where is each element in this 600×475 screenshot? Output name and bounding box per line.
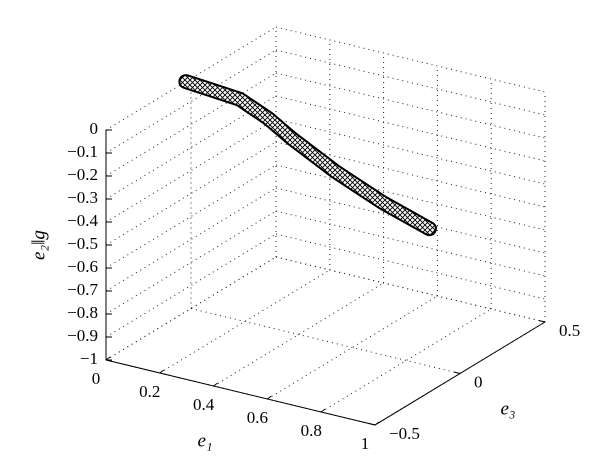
grid-line bbox=[320, 308, 492, 413]
z-tick-label: 0 bbox=[90, 119, 99, 138]
y-tick-label: 0 bbox=[474, 372, 483, 391]
x-tick bbox=[105, 356, 111, 361]
z-tick-label: −0.6 bbox=[67, 257, 98, 276]
grid-line bbox=[190, 308, 461, 374]
z-tick-label: −0.1 bbox=[67, 142, 98, 161]
y-tick bbox=[453, 371, 461, 374]
x-tick-label: 0.2 bbox=[139, 382, 160, 401]
x-tick-label: 0.8 bbox=[301, 421, 322, 440]
z-tick-label: −0.7 bbox=[67, 280, 98, 299]
z-tick-label: −0.9 bbox=[67, 326, 98, 345]
grid-line bbox=[275, 49, 546, 116]
z-tick-label: −1 bbox=[80, 349, 98, 368]
x-tick bbox=[267, 395, 272, 400]
grid-line bbox=[275, 141, 546, 208]
z-axis-label: e₂‖g bbox=[28, 230, 49, 260]
grid-line bbox=[105, 233, 277, 338]
y-tick bbox=[368, 423, 376, 426]
y-tick bbox=[538, 320, 546, 323]
x-tick bbox=[320, 408, 326, 413]
x-tick-label: 1 bbox=[361, 434, 370, 453]
grid-line bbox=[275, 164, 546, 231]
grid-line bbox=[105, 118, 277, 223]
grid-line bbox=[105, 72, 277, 177]
grid-line bbox=[105, 187, 277, 292]
x-tick-label: 0.4 bbox=[193, 395, 215, 414]
x-axis-label: e₁ bbox=[197, 430, 212, 451]
z-tick-label: −0.4 bbox=[67, 211, 98, 230]
grid-line bbox=[105, 49, 277, 154]
grid-line bbox=[275, 256, 546, 323]
grid-line bbox=[275, 118, 546, 185]
z-tick-label: −0.2 bbox=[67, 165, 98, 184]
grid-line bbox=[275, 72, 546, 139]
grid-line bbox=[275, 210, 546, 277]
grid-line bbox=[105, 256, 277, 361]
y-tick-label: −0.5 bbox=[389, 424, 420, 443]
x-tick bbox=[213, 382, 218, 387]
tube bbox=[180, 76, 435, 235]
y-tick-label: 0.5 bbox=[559, 321, 580, 340]
grid-line bbox=[105, 210, 277, 315]
x-tick bbox=[374, 421, 380, 426]
x-tick bbox=[159, 369, 165, 374]
grid-line bbox=[275, 95, 546, 162]
x-tick-label: 0 bbox=[92, 369, 101, 388]
y-axis-label: e₃ bbox=[500, 398, 515, 419]
x-axis-line bbox=[105, 359, 376, 426]
grid-line bbox=[213, 282, 384, 387]
grid-line bbox=[159, 269, 331, 374]
grid-line bbox=[275, 233, 546, 300]
grid-line bbox=[275, 26, 546, 93]
z-tick-label: −0.8 bbox=[67, 303, 98, 322]
grid-line bbox=[275, 187, 546, 254]
grid-line bbox=[267, 295, 438, 400]
grid-line bbox=[105, 164, 277, 269]
z-tick-label: −0.5 bbox=[67, 234, 98, 253]
z-tick-label: −0.3 bbox=[67, 188, 98, 207]
x-tick-label: 0.6 bbox=[247, 408, 268, 427]
grid-line bbox=[105, 141, 277, 246]
grid-line bbox=[105, 26, 277, 131]
